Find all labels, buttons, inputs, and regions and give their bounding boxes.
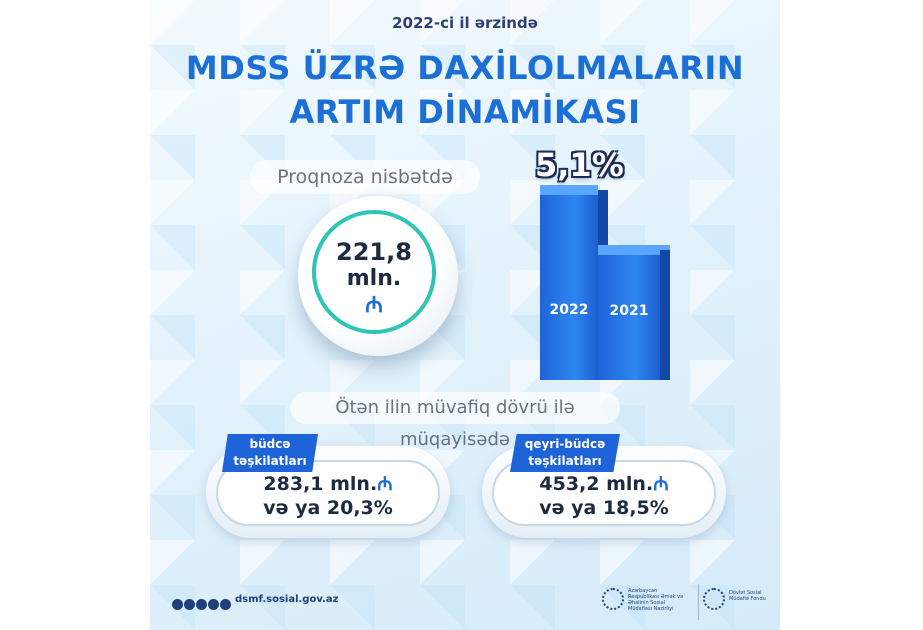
telegram-icon[interactable] [208, 599, 219, 610]
growth-bars: 2022 2021 [530, 140, 690, 380]
bar-2022-front [540, 195, 598, 380]
forecast-badge: 221,8 mln. ₼ [312, 210, 436, 334]
ministry-emblem-icon [602, 588, 624, 610]
budget-org-tag-line2: təşkilatları [233, 454, 307, 468]
non-budget-org-percent: və ya 18,5% [539, 497, 669, 519]
footer-url[interactable]: dsmf.sosial.gov.az [235, 594, 339, 605]
budget-org-tag: büdcə təşkilatları [222, 434, 318, 472]
bar-2022-top [540, 185, 598, 195]
budget-org-tag-line1: büdcə [249, 437, 291, 451]
ministry-name: Azərbaycan Respublikası Əmək və Əhalinin… [628, 588, 684, 612]
ministry-logo: Azərbaycan Respublikası Əmək və Əhalinin… [602, 584, 692, 620]
growth-percent: 5,1% [535, 146, 624, 184]
forecast-label: Proqnoza nisbətdə [250, 160, 480, 194]
facebook-icon[interactable] [184, 599, 195, 610]
comparison-label: Ötən ilin müvafiq dövrü ilə müqayisədə [290, 392, 620, 450]
bar-2022: 2022 [540, 185, 608, 380]
youtube-icon[interactable] [196, 599, 207, 610]
fund-name: Dövlət Sosial Müdafiə Fondu [729, 590, 766, 602]
bar-2021: 2021 [598, 245, 670, 380]
non-budget-org-tag: qeyri-büdcə təşkilatları [510, 434, 620, 472]
bar-2022-label: 2022 [549, 302, 589, 318]
bar-2021-side [660, 250, 670, 380]
budget-org-value: 283,1 mln.₼ [263, 473, 393, 495]
instagram-icon[interactable] [172, 599, 183, 610]
bar-2021-top [598, 245, 670, 255]
page-title: MDSS ÜZRƏ DAXİLOLMALARIN ARTIM DİNAMİKAS… [150, 46, 780, 134]
infographic-card: 2022-ci il ərzində MDSS ÜZRƏ DAXİLOLMALA… [150, 0, 780, 630]
fund-emblem-icon [703, 588, 725, 610]
forecast-unit: mln. [346, 266, 402, 291]
subtitle: 2022-ci il ərzində [392, 14, 538, 32]
manat-icon: ₼ [653, 473, 669, 495]
non-budget-org-value: 453,2 mln.₼ [539, 473, 669, 495]
title-line-1: MDSS ÜZRƏ DAXİLOLMALARIN [185, 49, 745, 87]
bar-2021-front [598, 255, 660, 380]
manat-icon: ₼ [377, 473, 393, 495]
twitter-icon[interactable] [220, 599, 231, 610]
title-line-2: ARTIM DİNAMİKASI [289, 93, 641, 131]
manat-icon: ₼ [365, 293, 383, 318]
budget-org-value-box: 283,1 mln.₼ və ya 20,3% [216, 460, 440, 526]
non-budget-org-tag-line1: qeyri-büdcə [524, 437, 606, 451]
non-budget-org-tag-line2: təşkilatları [528, 454, 602, 468]
bar-2021-label: 2021 [609, 303, 649, 319]
social-icons [172, 594, 232, 610]
forecast-value: 221,8 [336, 238, 412, 266]
fund-logo: Dövlət Sosial Müdafiə Fondu [698, 584, 773, 620]
budget-org-percent: və ya 20,3% [263, 497, 393, 519]
